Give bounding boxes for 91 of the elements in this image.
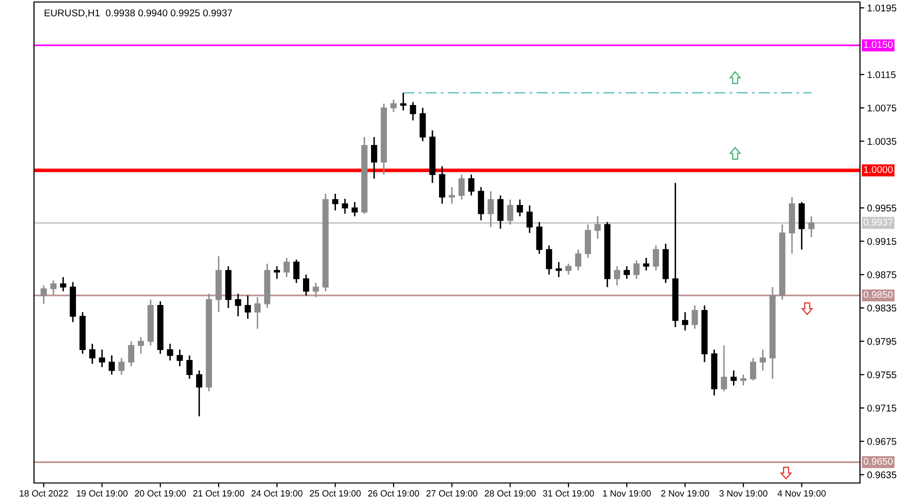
candlestick (468, 174, 474, 196)
x-tick-label: 24 Oct 19:00 (252, 490, 302, 497)
ref-line-label: 0.9850 (864, 291, 893, 298)
candlestick (342, 198, 348, 214)
y-tick-label: 1.0075 (868, 104, 896, 112)
y-tick-label: 0.9635 (867, 471, 896, 478)
candlestick (624, 266, 630, 280)
x-tick-label: 26 Oct 19:00 (368, 490, 420, 497)
ref-line-label: 1.0000 (864, 166, 893, 173)
candlestick (643, 257, 650, 272)
candlestick (420, 107, 426, 142)
candlestick (458, 174, 465, 200)
ref-line-label: 0.9650 (864, 458, 893, 465)
candlestick (584, 224, 591, 259)
candlestick (730, 370, 737, 386)
candlestick (497, 194, 504, 230)
candlestick (614, 266, 620, 286)
candlestick (176, 348, 183, 367)
x-tick-label: 19 Oct 19:00 (76, 490, 128, 497)
candlestick (692, 304, 698, 330)
y-tick-label: 0.9755 (867, 371, 896, 378)
candlestick (166, 343, 174, 362)
candlestick (536, 221, 542, 254)
candlestick (138, 336, 144, 354)
candlestick (108, 354, 115, 376)
candlestick (400, 92, 406, 112)
y-tick-label: 0.9915 (867, 238, 896, 245)
candlestick (352, 201, 358, 217)
candlestick (128, 340, 134, 367)
candlestick (488, 190, 494, 228)
x-tick-label: 18 Oct 2022 (20, 490, 68, 497)
candlestick (60, 276, 66, 292)
y-tick-label: 1.0195 (868, 4, 896, 12)
candlestick (575, 248, 582, 272)
x-tick-label: 31 Oct 19:00 (542, 490, 594, 497)
candlestick (118, 357, 125, 376)
candlestick (478, 186, 484, 222)
candlestick (682, 311, 688, 332)
candlestick (720, 344, 728, 392)
x-tick-label: 21 Oct 19:00 (193, 490, 244, 497)
candlestick (303, 274, 310, 296)
y-tick-label: 0.9955 (867, 204, 896, 212)
candlestick (740, 374, 746, 386)
x-tick-label: 2 Nov 19:00 (661, 490, 710, 497)
candlestick (40, 284, 47, 304)
y-tick-label: 1.0035 (868, 138, 896, 145)
candlestick (284, 257, 290, 278)
y-tick-label: 0.9835 (867, 304, 896, 312)
candlestick (448, 186, 455, 204)
candlestick (410, 101, 416, 122)
x-tick-label: 27 Oct 19:00 (426, 490, 478, 497)
candlestick (507, 198, 514, 226)
candlestick (234, 293, 242, 317)
candlestick (390, 98, 397, 113)
x-tick-label: 20 Oct 19:00 (134, 490, 186, 497)
candlestick (98, 348, 106, 368)
x-tick-label: 1 Nov 19:00 (603, 490, 651, 497)
candlestick (332, 193, 338, 212)
candlestick (186, 354, 193, 380)
y-tick-label: 0.9675 (867, 438, 896, 445)
ref-line-label: 1.0150 (864, 41, 893, 48)
candlestick (556, 261, 562, 278)
candlestick (565, 263, 572, 276)
y-tick-label: 0.9715 (867, 404, 896, 412)
candlestick (750, 357, 756, 382)
candlestick (312, 282, 319, 298)
candlestick (274, 266, 280, 280)
candlestick (50, 280, 57, 296)
candlestick (371, 136, 378, 180)
y-tick-label: 1.0115 (868, 71, 896, 78)
x-tick-label: 28 Oct 19:00 (484, 490, 536, 497)
candlestick (516, 198, 523, 217)
x-tick-label: 3 Nov 19:00 (719, 490, 768, 497)
candlestick (546, 244, 552, 276)
candlestick (244, 294, 251, 320)
candlestick (293, 258, 300, 284)
candlestick (196, 370, 202, 418)
x-tick-label: 25 Oct 19:00 (310, 490, 361, 497)
candlestick (652, 244, 660, 272)
candlestick (439, 166, 446, 204)
x-tick-label: 4 Nov 19:00 (778, 490, 826, 497)
text: EURUSD,H1 0.9938 0.9940 0.9925 0.9937 (44, 9, 232, 18)
candlestick (594, 216, 601, 240)
y-tick-label: 0.9795 (867, 338, 896, 345)
y-tick-label: 0.9875 (867, 271, 896, 278)
candlestick (254, 296, 261, 330)
candlestick (526, 204, 533, 234)
candlestick (760, 348, 766, 372)
candlestick (808, 216, 815, 238)
candlestick (633, 260, 640, 280)
candlestick (89, 343, 96, 364)
